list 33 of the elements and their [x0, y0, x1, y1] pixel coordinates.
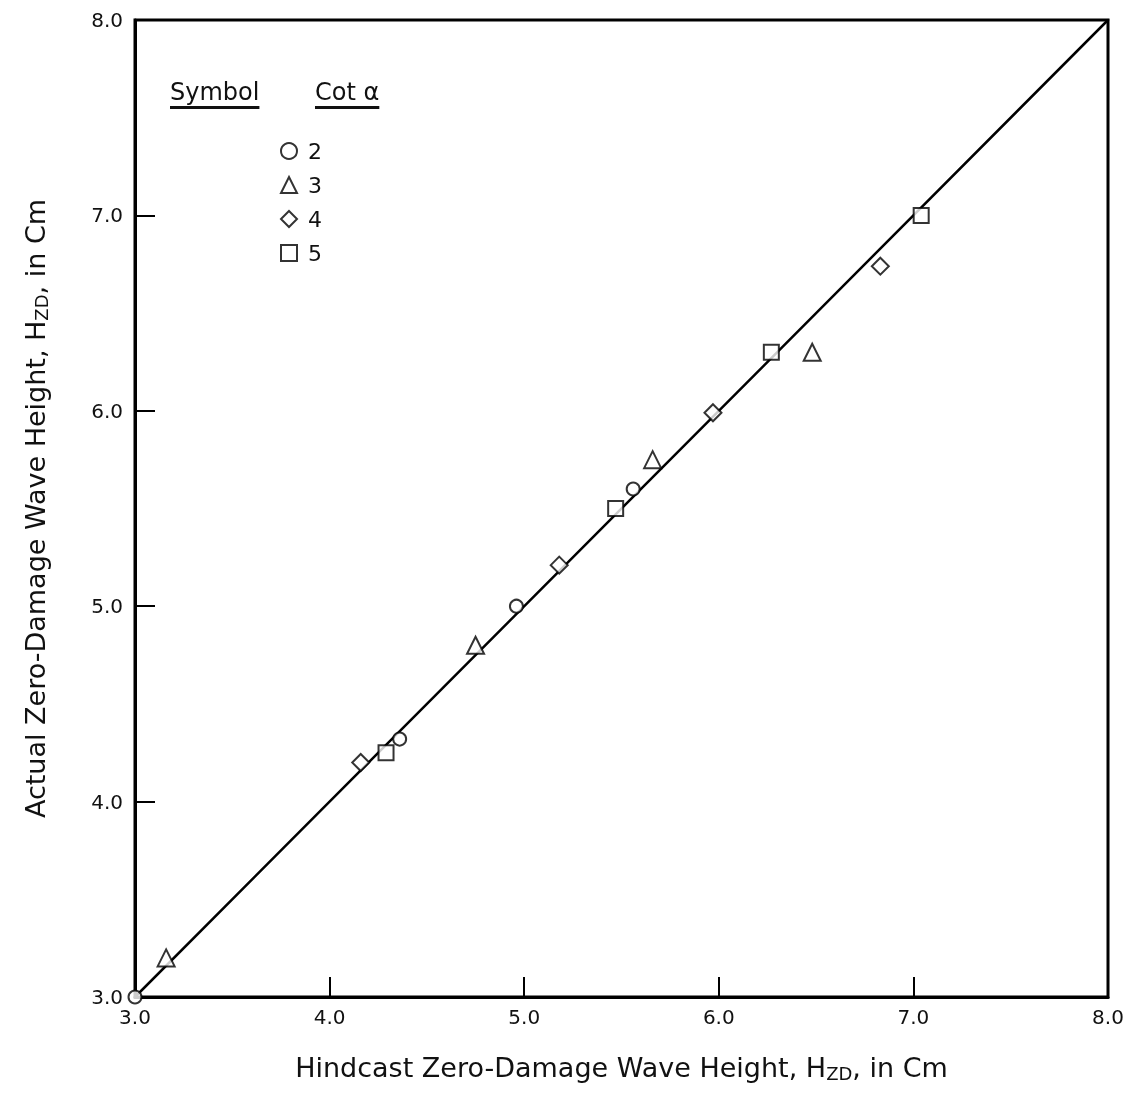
- x-tick-label: 4.0: [313, 1005, 346, 1029]
- point: [127, 989, 143, 1005]
- point: [392, 731, 408, 747]
- point: [549, 555, 569, 575]
- x-tick-label: 6.0: [702, 1005, 735, 1029]
- y-tick-label: 6.0: [91, 398, 123, 423]
- legend-label: 5: [308, 240, 322, 266]
- point: [870, 256, 890, 276]
- x-tick-label: 5.0: [508, 1005, 541, 1029]
- point: [912, 206, 930, 224]
- point: [156, 948, 176, 968]
- x-tick-label: 7.0: [897, 1005, 930, 1029]
- legend-label: 3: [308, 172, 322, 198]
- annotation: Symbol: [170, 78, 260, 106]
- legend-title: Cot α: [315, 78, 380, 106]
- point: [802, 342, 822, 362]
- legend-label: 2: [308, 138, 322, 164]
- point: [508, 598, 524, 614]
- point: [377, 744, 395, 762]
- y-tick-label: 4.0: [91, 789, 123, 814]
- y-axis-title: Actual Zero-Damage Wave Height, HZD, in Cm: [19, 198, 52, 819]
- point: [351, 753, 371, 773]
- legend-label: 4: [308, 206, 322, 232]
- y-tick-label: 7.0: [91, 203, 123, 228]
- y-tick-label: 5.0: [91, 594, 123, 619]
- point: [643, 450, 663, 470]
- point: [607, 500, 625, 517]
- point: [625, 481, 641, 497]
- point: [703, 403, 723, 423]
- point: [762, 343, 780, 361]
- point: [466, 635, 486, 655]
- x-tick-label: 8.0: [1092, 1005, 1124, 1029]
- y-tick-label: 8.0: [91, 8, 123, 32]
